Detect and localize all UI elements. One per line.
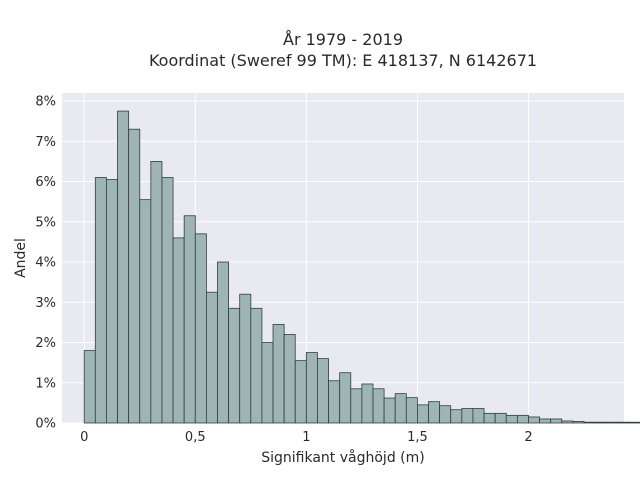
- x-tick-label: 1,5: [407, 430, 428, 445]
- histogram-bar: [217, 261, 230, 424]
- y-axis-label: Andel: [13, 238, 29, 278]
- y-tick-label: 7%: [35, 135, 56, 150]
- histogram-bar: [239, 293, 252, 424]
- histogram-bar: [250, 307, 263, 424]
- histogram-bar: [450, 409, 463, 424]
- x-axis-label: Signifikant våghöjd (m): [261, 449, 424, 466]
- histogram-bar: [106, 179, 118, 424]
- histogram-bar: [283, 334, 296, 424]
- histogram-bar: [339, 372, 352, 424]
- chart-title-line-1: År 1979 - 2019: [283, 30, 403, 49]
- histogram-bar: [628, 421, 640, 424]
- x-tick-label: 0: [80, 430, 88, 445]
- y-tick-label: 1%: [35, 376, 56, 391]
- x-tick-label: 1: [302, 430, 310, 445]
- y-tick-label: 2%: [35, 336, 56, 351]
- histogram-bar: [194, 233, 207, 424]
- y-tick-label: 5%: [35, 215, 56, 230]
- bars: [83, 110, 640, 424]
- histogram-bar: [317, 358, 329, 424]
- x-tick-label: 2: [524, 430, 532, 445]
- histogram-bar: [294, 360, 307, 424]
- histogram-bar: [161, 177, 174, 424]
- histogram-bar: [472, 408, 485, 424]
- histogram-bar: [117, 110, 130, 424]
- histogram-bar: [261, 342, 274, 424]
- histogram-bar: [350, 388, 363, 424]
- histogram-bar: [128, 128, 141, 424]
- y-tick-label: 3%: [35, 296, 56, 311]
- y-tick-label: 4%: [35, 256, 56, 271]
- y-tick-label: 0%: [35, 417, 56, 432]
- histogram-bar: [383, 397, 396, 424]
- x-tick-labels: 0 0,5 1 1,5 2: [80, 430, 533, 445]
- histogram-bar: [483, 412, 496, 424]
- histogram-bar: [205, 291, 218, 424]
- histogram-bar: [417, 404, 429, 424]
- histogram-bar: [361, 383, 374, 424]
- histogram-bar: [572, 420, 585, 424]
- y-tick-label: 6%: [35, 175, 56, 190]
- histogram-bar: [183, 215, 196, 424]
- histogram-bar: [616, 421, 629, 424]
- histogram-bar: [439, 405, 452, 424]
- y-tick-label: 8%: [35, 95, 56, 110]
- histogram-bar: [550, 418, 563, 424]
- histogram-bar: [83, 350, 96, 424]
- histogram-bar: [528, 416, 540, 424]
- histogram-bar: [172, 237, 185, 424]
- histogram-bar: [461, 408, 474, 424]
- histogram-bar: [583, 421, 596, 424]
- histogram-bar: [494, 412, 507, 424]
- histogram-bar: [328, 380, 341, 424]
- histogram-bar: [505, 414, 518, 424]
- histogram-bar: [394, 393, 407, 424]
- histogram-bar: [405, 397, 418, 424]
- histogram-bar: [594, 421, 607, 424]
- histogram-bar: [372, 388, 385, 424]
- histogram-bar: [605, 421, 618, 424]
- histogram-bar: [150, 161, 163, 424]
- x-tick-label: 0,5: [185, 430, 206, 445]
- histogram-bar: [139, 199, 152, 424]
- histogram-bar: [561, 420, 574, 424]
- histogram-bar: [539, 418, 552, 424]
- histogram-bar: [516, 414, 529, 424]
- histogram-bar: [305, 352, 318, 424]
- histogram-bar: [272, 324, 285, 424]
- y-tick-labels: 0% 1% 2% 3% 4% 5% 6% 7% 8%: [35, 95, 56, 432]
- histogram-bar: [228, 307, 241, 424]
- histogram-bar: [428, 401, 441, 424]
- histogram-bar: [94, 177, 107, 424]
- chart-title-line-2: Koordinat (Sweref 99 TM): E 418137, N 61…: [149, 51, 537, 70]
